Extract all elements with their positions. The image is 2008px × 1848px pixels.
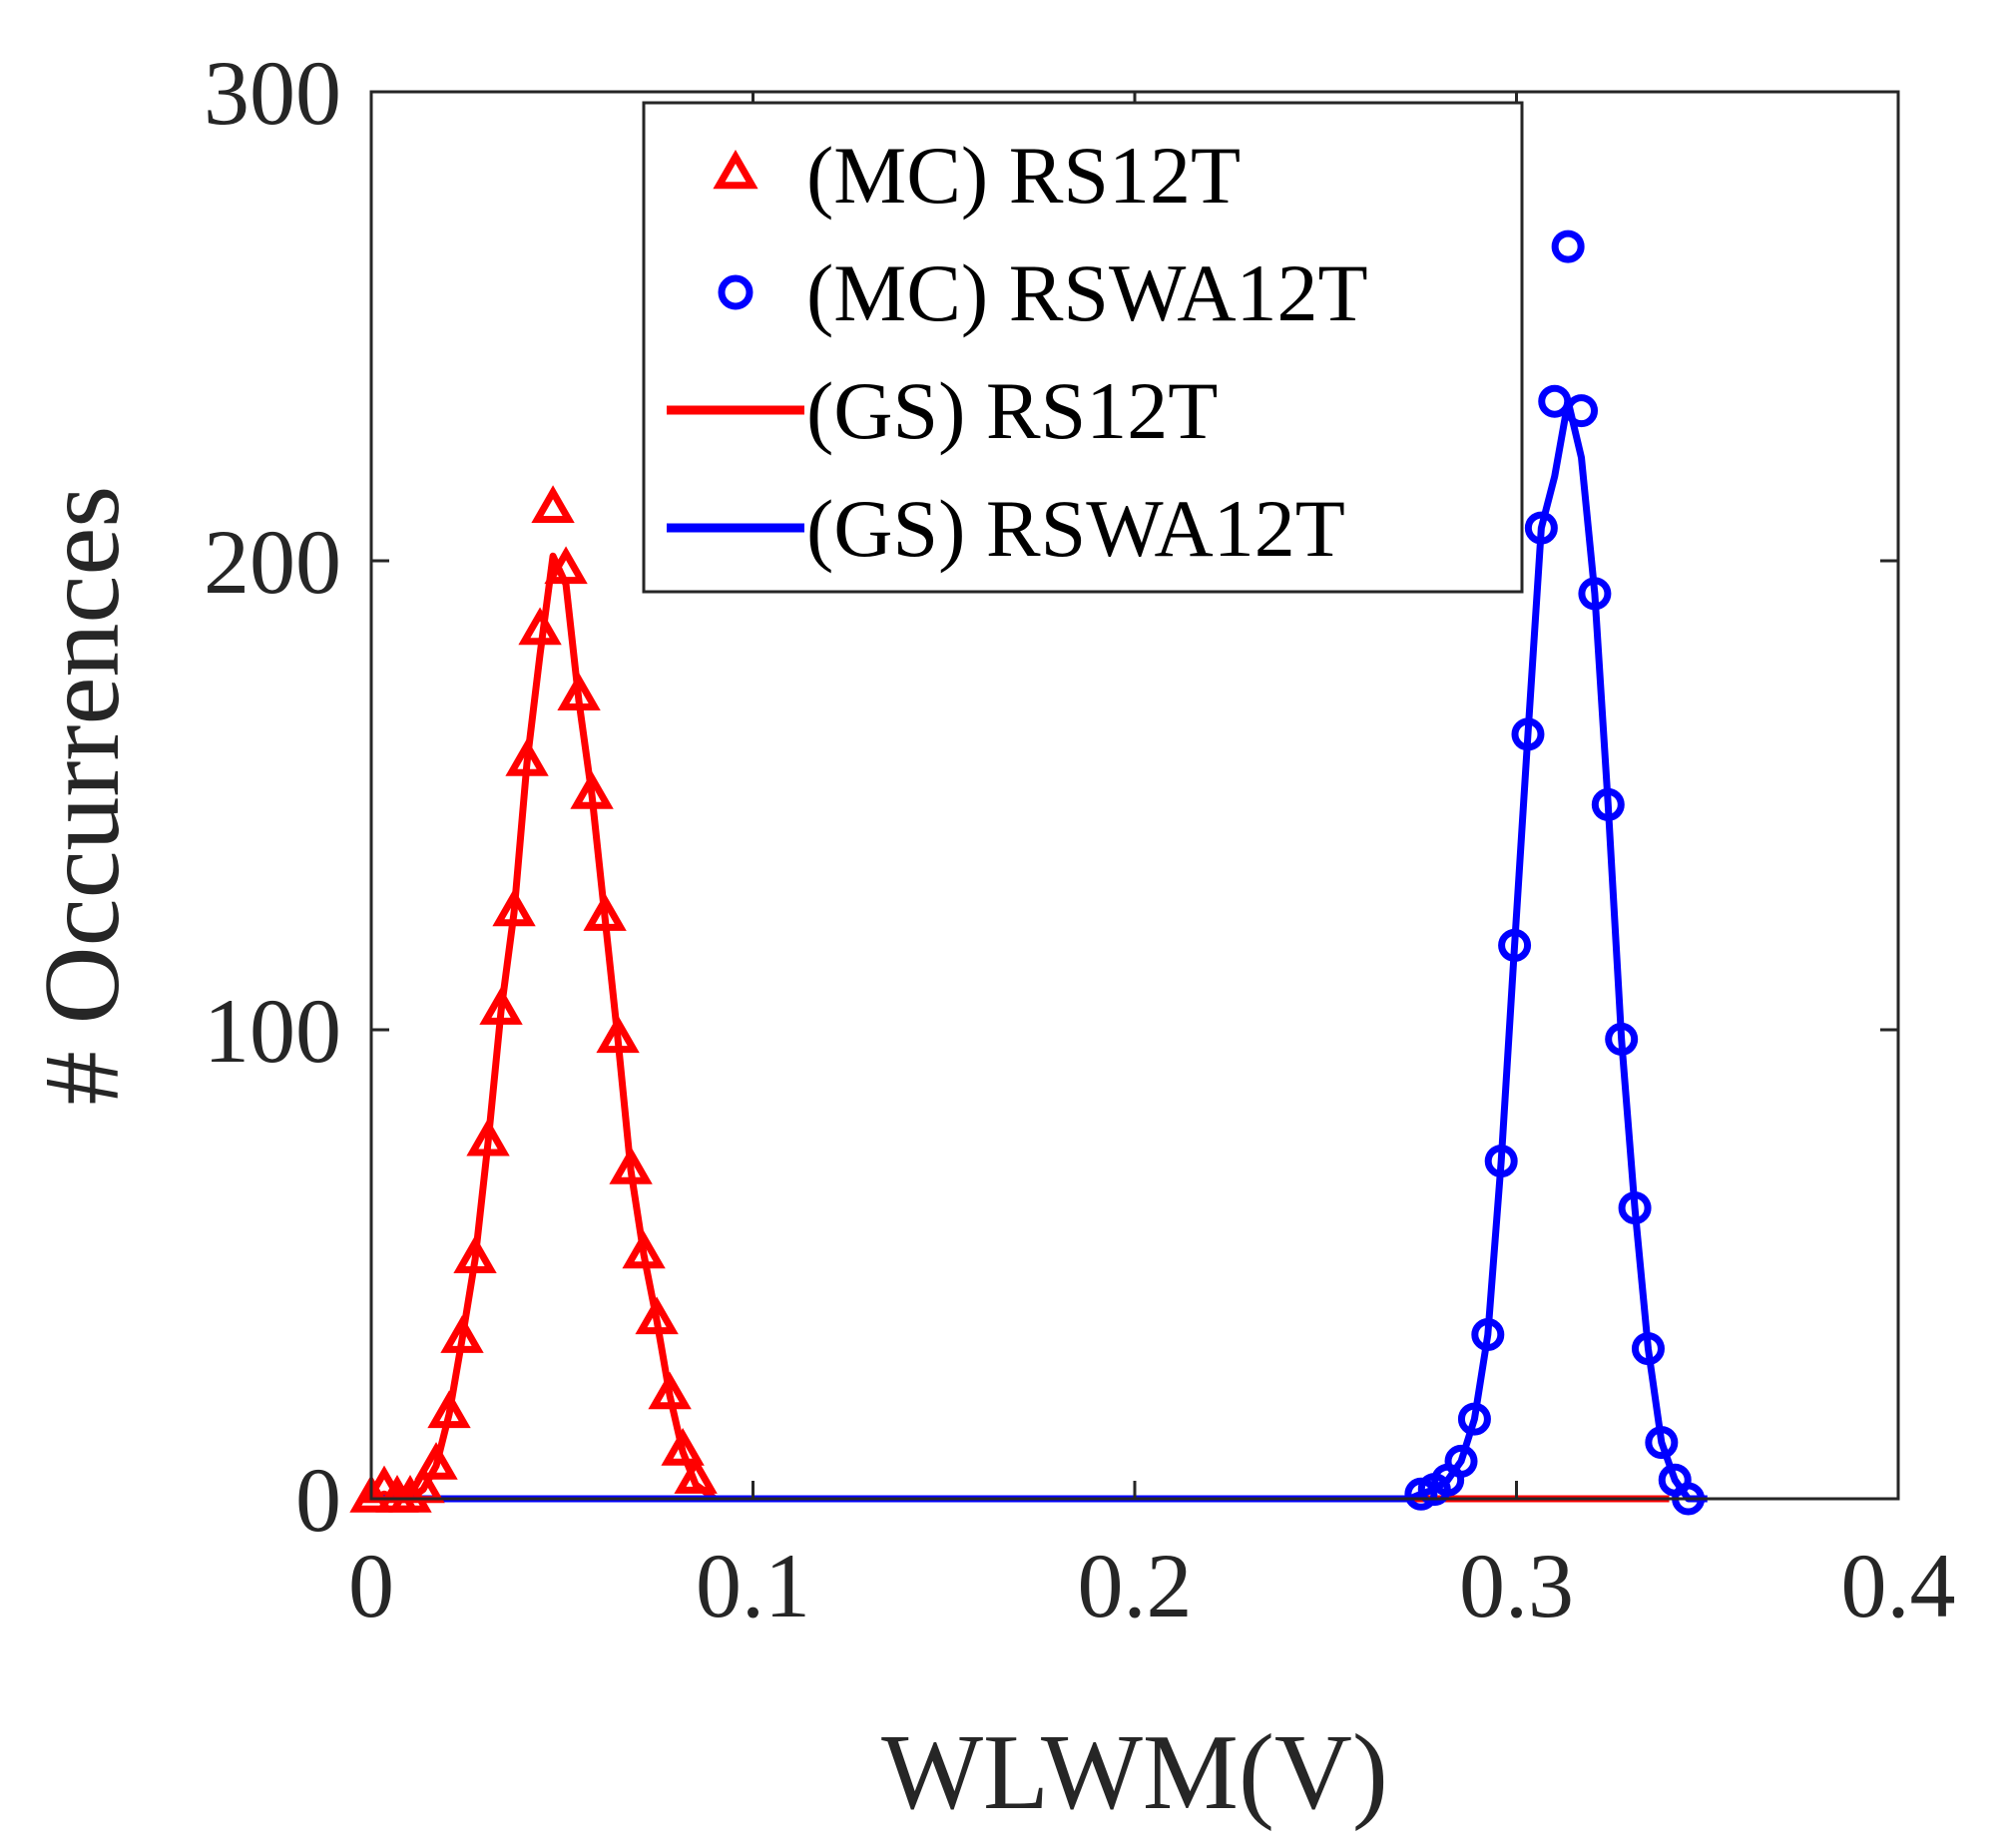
data-point-circle xyxy=(1444,1444,1478,1478)
data-point-circle xyxy=(1471,1318,1505,1351)
x-tick-label: 0 xyxy=(348,1535,394,1636)
legend-label: (GS) RS12T xyxy=(806,365,1218,456)
data-point-circle xyxy=(1457,1402,1491,1436)
y-axis-title: # Occurrences xyxy=(23,486,142,1106)
legend-label: (MC) RSWA12T xyxy=(806,247,1368,338)
data-point-circle xyxy=(1511,717,1545,751)
data-point-circle xyxy=(1524,511,1558,545)
x-tick-label: 0.3 xyxy=(1459,1535,1574,1636)
data-point-triangle xyxy=(466,1118,510,1156)
data-point-circle xyxy=(1538,384,1572,418)
legend-box xyxy=(642,101,1524,594)
data-point-triangle xyxy=(570,770,614,809)
y-tick-label: 100 xyxy=(204,980,341,1082)
data-point-triangle xyxy=(583,893,627,931)
data-point-triangle xyxy=(388,1474,432,1513)
data-point-triangle xyxy=(609,1146,653,1184)
data-point-circle xyxy=(1565,394,1599,428)
data-point-triangle xyxy=(427,1390,471,1429)
data-point-triangle xyxy=(674,1456,718,1494)
data-point-triangle xyxy=(531,485,575,523)
legend: (MC) RS12T (MC) RSWA12T (GS) RS12T (GS) RSW… xyxy=(642,101,1524,594)
data-point-circle xyxy=(1484,1145,1518,1178)
legend-entry: (GS) RSWA12T xyxy=(667,483,1345,574)
data-point-triangle xyxy=(635,1296,679,1335)
data-point-circle xyxy=(1631,1332,1665,1366)
y-tick-label: 0 xyxy=(295,1449,341,1551)
data-point-triangle xyxy=(492,888,536,927)
data-point-triangle xyxy=(414,1442,458,1480)
x-tick-label: 0.1 xyxy=(696,1535,810,1636)
x-tick-label: 0.4 xyxy=(1841,1535,1956,1636)
data-point-triangle xyxy=(349,1474,393,1513)
data-point-circle xyxy=(1591,787,1625,821)
x-tick-label: 0.2 xyxy=(1078,1535,1193,1636)
data-point-triangle xyxy=(479,987,523,1025)
data-point-triangle xyxy=(453,1235,497,1273)
legend-triangle-marker xyxy=(713,149,758,190)
data-point-triangle xyxy=(648,1371,692,1410)
data-point-circle xyxy=(1605,1022,1639,1056)
data-point-triangle xyxy=(622,1230,666,1269)
legend-label: (GS) RSWA12T xyxy=(806,483,1345,574)
data-point-triangle xyxy=(596,1015,640,1054)
tick-labels: 0 0.1 0.2 0.3 0.4 0 100 200 300 xyxy=(204,42,1956,1636)
data-point-circle xyxy=(1618,1191,1652,1225)
data-point-triangle xyxy=(440,1315,484,1353)
data-point-triangle xyxy=(544,546,588,585)
data-point-circle xyxy=(1498,928,1532,962)
data-point-triangle xyxy=(661,1427,705,1466)
data-point-circle xyxy=(1578,577,1612,611)
data-point-circle xyxy=(1645,1426,1679,1460)
data-point-triangle xyxy=(518,607,562,646)
x-axis-title: WLWM(V) xyxy=(881,1713,1388,1832)
legend-circle-marker xyxy=(718,274,753,310)
y-tick-label: 200 xyxy=(204,511,341,613)
legend-entry: (MC) RSWA12T xyxy=(718,247,1368,338)
data-point-triangle xyxy=(505,738,549,776)
legend-label: (MC) RS12T xyxy=(806,130,1241,221)
legend-entry: (MC) RS12T xyxy=(713,130,1241,221)
legend-entry: (GS) RS12T xyxy=(667,365,1218,456)
y-tick-label: 300 xyxy=(204,42,341,144)
data-point-triangle xyxy=(557,673,601,710)
data-point-circle xyxy=(1551,230,1585,263)
plot-area xyxy=(349,230,1708,1516)
